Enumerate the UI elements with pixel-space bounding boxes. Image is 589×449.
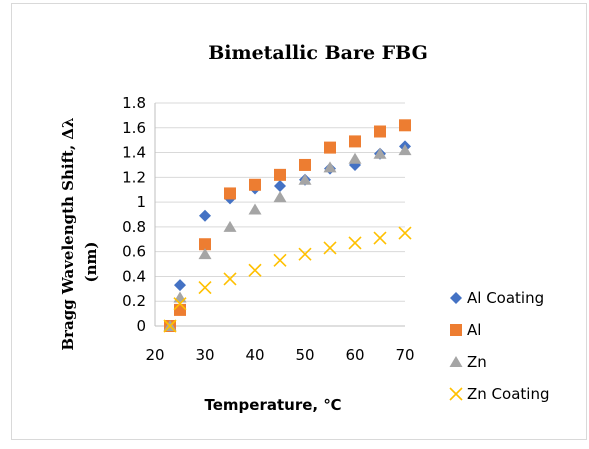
chart-border [11,3,587,440]
x-tick-label: 30 [195,346,214,364]
y-tick-label: 1.8 [122,94,146,112]
data-point [273,253,287,267]
data-point [324,141,336,154]
data-point [198,281,212,295]
y-tick-label: 1 [136,193,146,211]
axis-layer: 0 0.2 0.4 0.6 0.8 1 1.2 1.4 1.6 1.8 20 30 40 50 60 70 [122,94,414,364]
legend-marker [449,356,463,367]
data-point [399,119,411,132]
chart-title: Bimetallic Bare FBG [208,42,428,64]
legend-label: Zn [467,353,487,371]
data-point [398,144,412,156]
data-point [224,187,236,200]
data-point [298,173,312,185]
data-point [298,247,312,261]
legend-item: Al [450,321,481,339]
y-tick-label: 1.2 [122,168,146,186]
data-point [274,180,286,193]
x-tick-label: 40 [245,346,264,364]
y-tick-label: 0.2 [122,292,146,310]
data-point [173,297,187,311]
y-tick-label: 1.6 [122,119,146,137]
data-point [274,168,286,181]
x-axis-label: Temperature, ℃ [205,396,342,414]
legend: Al Coating Al Zn Zn Coating [449,289,549,403]
data-point [323,161,337,173]
y-tick-label: 1.4 [122,144,146,162]
data-point [199,238,211,251]
data-point [373,147,387,159]
x-tick-label: 20 [145,346,164,364]
y-tick-label: 0.8 [122,218,146,236]
data-point [163,319,177,333]
data-point [199,209,211,222]
data-point [323,241,337,255]
series-1 [164,119,411,332]
legend-item: Zn [449,353,487,371]
y-tick-label: 0 [136,317,146,335]
legend-marker [449,387,463,401]
data-point [349,135,361,148]
data-point [198,248,212,260]
data-point [174,303,186,316]
legend-label: Zn Coating [467,385,549,403]
series-3 [163,226,412,333]
data-point [248,203,262,215]
data-point [174,279,186,292]
legend-marker [450,292,462,304]
data-point [398,226,412,240]
data-point [348,152,362,164]
y-axis-label-line2: (nm) [82,242,100,283]
x-tick-label: 50 [295,346,314,364]
x-tick-label: 70 [395,346,414,364]
legend-item: Zn Coating [449,385,549,403]
data-point [223,220,237,232]
data-point [373,231,387,245]
y-tick-label: 0.6 [122,243,146,261]
y-tick-label: 0.4 [122,267,146,285]
data-point [374,125,386,138]
legend-label: Al Coating [467,289,544,307]
data-point [299,158,311,171]
data-point [348,236,362,250]
data-point [249,178,261,191]
marks-layer [163,119,412,333]
data-point [248,263,262,277]
data-point [273,191,287,203]
legend-item: Al Coating [450,289,544,307]
x-tick-label: 60 [345,346,364,364]
legend-marker [450,324,462,336]
y-axis-label-line1: Bragg Wavelength Shift, Δλ [59,117,77,350]
legend-label: Al [467,321,481,339]
data-point [223,272,237,286]
